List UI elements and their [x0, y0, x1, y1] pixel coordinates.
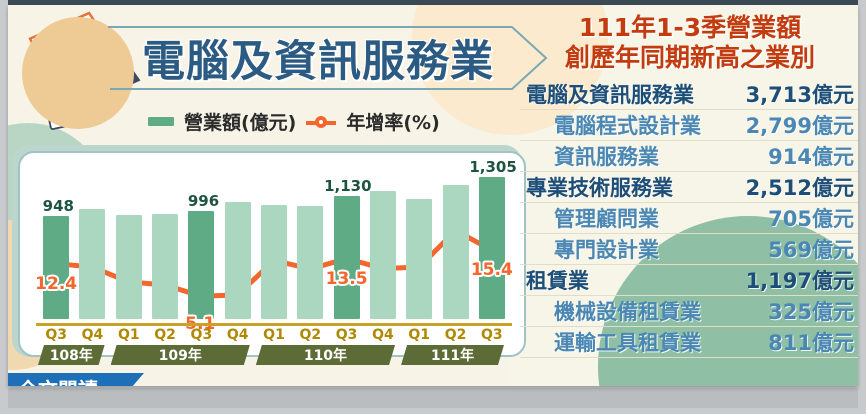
- illustration-circle: [22, 17, 134, 129]
- bar-Q4-9: [369, 190, 396, 319]
- bottom-grey-bar: [8, 388, 858, 408]
- industry-list: 電腦及資訊服務業 3,713億元電腦程式設計業 2,799億元資訊服務業 914億元專…: [520, 79, 858, 358]
- legend-bar-label: 營業額(億元): [184, 112, 297, 134]
- right-panel-title-line2: 創歷年同期新高之業別: [564, 43, 815, 72]
- industry-value: 2,799億元: [745, 114, 854, 138]
- quarter-label-8: Q3: [335, 327, 358, 343]
- bar-Q2-7: [297, 205, 324, 319]
- bar-value-label: 1,130: [324, 177, 372, 196]
- laptop-illustration: [16, 11, 142, 133]
- year-band-row: 108年 109年 110年 111年: [18, 345, 526, 367]
- industry-row: 管理顧問業 705億元: [520, 203, 858, 234]
- bar-Q1-10: [406, 199, 433, 319]
- bar-Q2-3: [152, 213, 179, 319]
- year-band-109年: 109年: [111, 345, 250, 365]
- right-panel-title: 111年1-3季營業額 創歷年同期新高之業別: [520, 13, 858, 73]
- bar-Q2-11: [442, 185, 469, 319]
- industry-value: 705億元: [768, 207, 854, 231]
- ribbon-blue-tail: [118, 373, 144, 386]
- year-band-111年: 111年: [401, 345, 504, 365]
- industry-name: 資訊服務業: [554, 145, 659, 169]
- bar-Q3-12: [478, 177, 505, 319]
- quarter-label-6: Q1: [263, 327, 285, 343]
- top-dark-bar: [8, 0, 858, 5]
- industry-value: 3,713億元: [745, 83, 854, 107]
- quarter-label-3: Q2: [154, 327, 176, 343]
- bar-Q3-8: [333, 196, 360, 319]
- industry-name: 運輸工具租賃業: [554, 331, 701, 355]
- bar-Q1-2: [115, 215, 142, 319]
- bar-value-label: 1,305: [469, 158, 517, 177]
- industry-name: 電腦及資訊服務業: [526, 83, 694, 107]
- bar-Q1-6: [261, 205, 287, 319]
- bar-value-label: 948: [42, 197, 74, 216]
- right-panel-title-line1: 111年1-3季營業額: [578, 13, 802, 42]
- x-axis-line: [36, 323, 512, 326]
- industry-row: 資訊服務業 914億元: [520, 141, 858, 172]
- industry-row: 電腦及資訊服務業 3,713億元: [520, 79, 858, 110]
- quarter-labels: Q3 Q4 Q1 Q2 Q3 Q4 Q1 Q2 Q3 Q4 Q1 Q2 Q3: [38, 327, 510, 347]
- legend-line-label: 年增率(%): [346, 112, 440, 134]
- quarter-label-1: Q4: [81, 327, 104, 343]
- industry-row: 運輸工具租賃業 811億元: [520, 327, 858, 358]
- industry-row: 電腦程式設計業 2,799億元: [520, 110, 858, 141]
- bar-Q3-4: [188, 210, 215, 319]
- industry-name: 管理顧問業: [554, 207, 659, 231]
- chart-legend: 營業額(億元) 年增率(%): [148, 108, 440, 135]
- bar-Q4-5: [224, 202, 251, 319]
- bar-Q4-1: [79, 209, 106, 319]
- chart-plot-area: 948 996 1,130 1,305 12.4 5.1 13.5 15.4: [35, 158, 517, 334]
- industry-value: 1,197億元: [745, 269, 854, 293]
- title-banner: 電腦及資訊服務業: [108, 23, 554, 93]
- growth-rate-label: 13.5: [325, 268, 368, 289]
- industry-row: 租賃業 1,197億元: [520, 265, 858, 296]
- quarter-label-9: Q4: [372, 327, 394, 343]
- growth-rate-label: 12.4: [35, 273, 78, 294]
- quarter-label-2: Q1: [117, 327, 140, 343]
- legend-bar-swatch: [148, 117, 174, 126]
- legend-line-icon: [306, 115, 337, 129]
- bar-Q3-0: [43, 216, 70, 319]
- industry-name: 專門設計業: [554, 238, 659, 262]
- quarter-label-12: Q3: [481, 327, 503, 343]
- growth-rate-label: 15.4: [470, 260, 513, 281]
- industry-value: 569億元: [768, 238, 854, 262]
- year-band-110年: 110年: [256, 345, 395, 365]
- infographic-canvas: 電腦及資訊服務業 營業額(億元) 年增率(%) 948 996 1,130 1,305…: [8, 5, 858, 386]
- right-panel: 111年1-3季營業額 創歷年同期新高之業別 電腦及資訊服務業 3,713億元 電腦…: [520, 13, 858, 383]
- industry-value: 325億元: [768, 300, 854, 324]
- bar-value-label: 996: [187, 191, 220, 210]
- industry-name: 租賃業: [526, 269, 589, 293]
- quarter-label-5: Q4: [226, 327, 249, 343]
- read-more-label[interactable]: 全文閱讀: [8, 373, 118, 386]
- industry-value: 914億元: [768, 145, 854, 169]
- industry-row: 專門設計業 569億元: [520, 234, 858, 265]
- year-band-108年: 108年: [38, 345, 105, 365]
- industry-row: 專業技術服務業 2,512億元: [520, 172, 858, 203]
- industry-value: 2,512億元: [745, 176, 854, 200]
- industry-name: 電腦程式設計業: [554, 114, 701, 138]
- page-title: 電腦及資訊服務業: [142, 37, 494, 87]
- industry-name: 機械設備租賃業: [554, 300, 701, 324]
- quarter-label-4: Q3: [190, 327, 213, 343]
- chart-card: 948 996 1,130 1,305 12.4 5.1 13.5 15.4 Q3 Q4 Q1 Q2…: [18, 151, 526, 357]
- industry-value: 811億元: [768, 331, 854, 355]
- quarter-label-10: Q1: [408, 327, 431, 343]
- industry-name: 專業技術服務業: [526, 176, 673, 200]
- banner-hexagon-shape: [108, 26, 548, 90]
- quarter-label-11: Q2: [444, 327, 467, 343]
- industry-row: 機械設備租賃業 325億元: [520, 296, 858, 327]
- quarter-label-7: Q2: [299, 327, 322, 343]
- quarter-label-0: Q3: [45, 327, 67, 343]
